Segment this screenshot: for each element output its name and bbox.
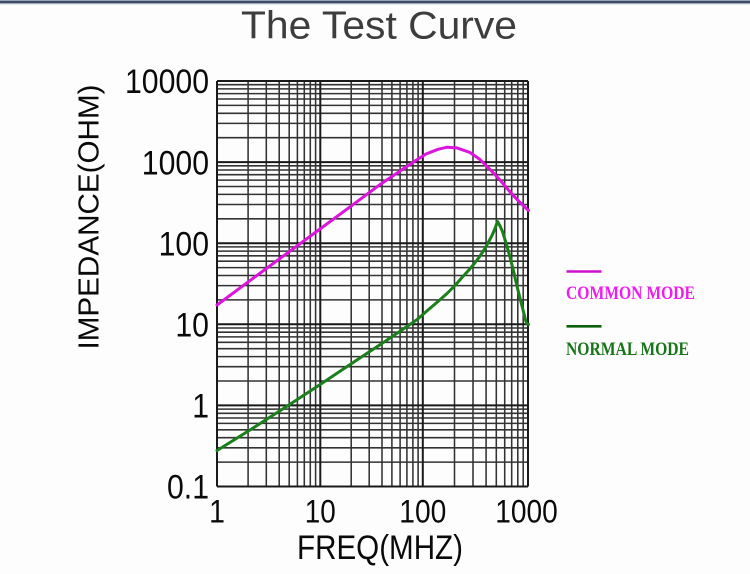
svg-text:IMPEDANCE(OHM): IMPEDANCE(OHM): [74, 85, 106, 350]
svg-text:The Test Curve: The Test Curve: [241, 5, 517, 48]
svg-text:COMMON MODE: COMMON MODE: [566, 283, 695, 304]
svg-text:100: 100: [159, 225, 209, 263]
svg-text:1000: 1000: [495, 494, 558, 530]
svg-text:1000: 1000: [142, 144, 209, 182]
svg-text:NORMAL MODE: NORMAL MODE: [566, 339, 689, 360]
svg-text:0.1: 0.1: [167, 469, 209, 507]
svg-text:10: 10: [305, 494, 336, 530]
svg-text:FREQ(MHZ): FREQ(MHZ): [297, 529, 463, 567]
svg-text:10000: 10000: [125, 63, 209, 101]
svg-text:100: 100: [399, 494, 446, 530]
svg-text:10: 10: [175, 307, 209, 345]
svg-text:1: 1: [192, 388, 209, 426]
svg-text:1: 1: [209, 494, 225, 530]
